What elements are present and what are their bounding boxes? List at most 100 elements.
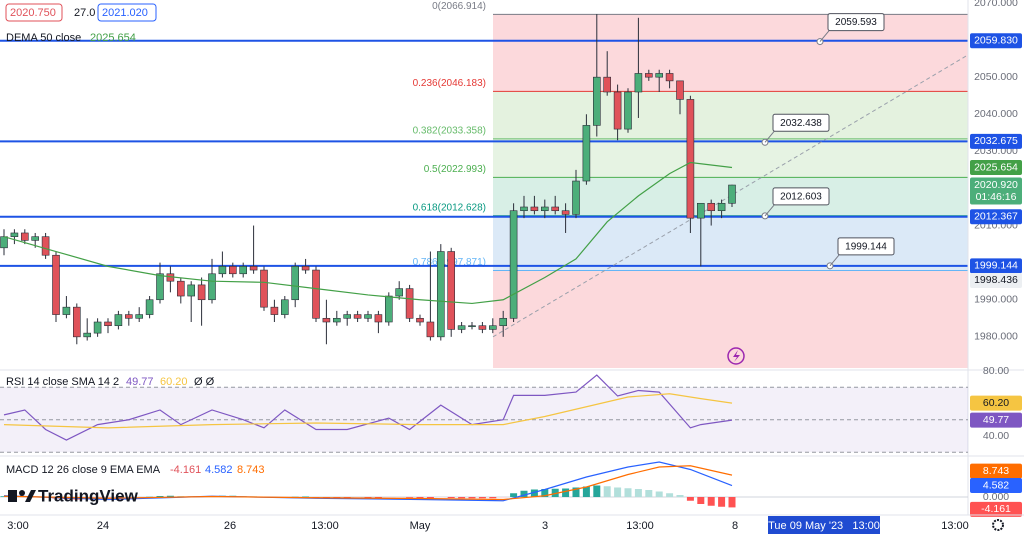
macd-histogram-bar (593, 485, 601, 497)
sma-value: 60.20 (160, 376, 188, 388)
fib-label: 0.382(2033.358) (413, 126, 486, 137)
candle-body (634, 73, 643, 93)
candle-body (208, 273, 216, 301)
macd-histogram-bar (437, 497, 445, 498)
signal-label-box (970, 463, 1022, 479)
candle-body (426, 321, 435, 338)
y-tick-label: 40.00 (983, 430, 1009, 442)
level-label-box (970, 209, 1022, 225)
macd-histogram-bar (156, 496, 164, 497)
candle-body (301, 266, 310, 271)
candle-body (478, 325, 487, 330)
macd-title: MACD 12 26 close 9 EMA EMA (6, 464, 161, 476)
dema-label: 2025.654 (974, 161, 1018, 173)
candle-body (125, 314, 133, 319)
macd-histogram-bar (416, 497, 424, 498)
y-tick-label: 80.00 (983, 365, 1009, 377)
candle-body (676, 80, 684, 100)
x-tick-label: 26 (224, 520, 236, 532)
macd-histogram-bar (624, 488, 632, 497)
crosshair-label: Tue 09 May '23 13:00 (768, 520, 880, 532)
price-label: 2020.920 (974, 179, 1018, 191)
candle-body (10, 232, 19, 237)
x-tick-label: 13:00 (311, 520, 339, 532)
candle-body (551, 206, 560, 212)
candle-body (624, 91, 632, 130)
x-tick-label: 3:00 (7, 520, 28, 532)
candle-body (592, 76, 601, 126)
fib-zone (493, 215, 968, 271)
quote: 27.0 (74, 7, 95, 19)
line (3, 393, 733, 429)
macd-histogram-bar (530, 489, 538, 497)
candle-body (93, 321, 102, 334)
macd-histogram-bar (666, 493, 674, 497)
candle-body (197, 284, 206, 301)
callout-box (772, 187, 830, 206)
macd-histogram-bar (385, 497, 393, 498)
callout-label: 2032.438 (780, 118, 822, 129)
candle-body (156, 273, 164, 301)
candle-body (135, 314, 143, 319)
macd-histogram-bar (302, 496, 310, 497)
callout-leader (764, 129, 776, 143)
fib-label: 0.236(2046.183) (413, 78, 486, 89)
x-tick-label: 24 (97, 520, 109, 532)
callout-leader (764, 203, 776, 217)
candle-body (62, 306, 71, 315)
candle-body (177, 280, 185, 297)
x-tick-label: 13:00 (941, 520, 969, 532)
macd-histogram-bar (655, 491, 663, 497)
x-tick-label: 3 (542, 520, 548, 532)
candle-body (603, 76, 612, 93)
logo-mark (8, 490, 17, 502)
candle-body (707, 202, 716, 212)
macd-histogram-bar (728, 497, 736, 508)
candle-body (0, 236, 8, 249)
candle-body (717, 202, 726, 212)
candle-body (468, 325, 476, 328)
signal-value: 8.743 (237, 464, 265, 476)
logo-slash (25, 490, 36, 502)
callout-label: 2059.593 (835, 17, 877, 28)
candle-body (436, 251, 445, 338)
candle-body (540, 206, 549, 212)
countdown: 01:46:16 (976, 191, 1017, 203)
level-label-box (970, 33, 1022, 49)
candle-body (52, 254, 60, 315)
macd-histogram-bar (125, 497, 133, 498)
fib-label: 0.618(2012.628) (413, 202, 486, 213)
candle-body (447, 251, 456, 330)
candle-body (644, 73, 653, 78)
macd-histogram-bar (406, 497, 414, 498)
y-tick-label: 0.000 (983, 491, 1009, 503)
callout-box (772, 113, 830, 132)
x-tick-label: May (410, 520, 431, 532)
candle-body (655, 73, 664, 78)
rsi-title: RSI 14 close SMA 14 2 (6, 376, 119, 388)
candle-body (322, 317, 331, 323)
candle-body (239, 266, 247, 275)
macd-histogram-bar (458, 497, 466, 499)
level-label: 2032.675 (974, 135, 1018, 147)
macd-histogram-bar (551, 488, 559, 497)
fib-zone (493, 14, 968, 92)
callout-box (827, 13, 885, 32)
macd-histogram-bar (645, 490, 653, 497)
level-label: 2012.367 (974, 211, 1018, 223)
macd-histogram-bar (395, 497, 403, 498)
macd-histogram-bar (499, 497, 507, 498)
candle-body (561, 210, 570, 215)
macd-label: 4.582 (983, 479, 1009, 491)
candle-body (260, 269, 268, 308)
level-label-box (970, 133, 1022, 149)
extra-label: 1998.436 (974, 274, 1018, 286)
macd-histogram-bar (614, 487, 622, 497)
candle-body (374, 314, 383, 323)
macd-histogram-bar (426, 497, 434, 499)
settings-icon[interactable] (992, 519, 1004, 531)
macd-histogram-bar (104, 497, 112, 499)
x-tick-label: 13:00 (626, 520, 654, 532)
quote: 2021.020 (102, 7, 148, 19)
